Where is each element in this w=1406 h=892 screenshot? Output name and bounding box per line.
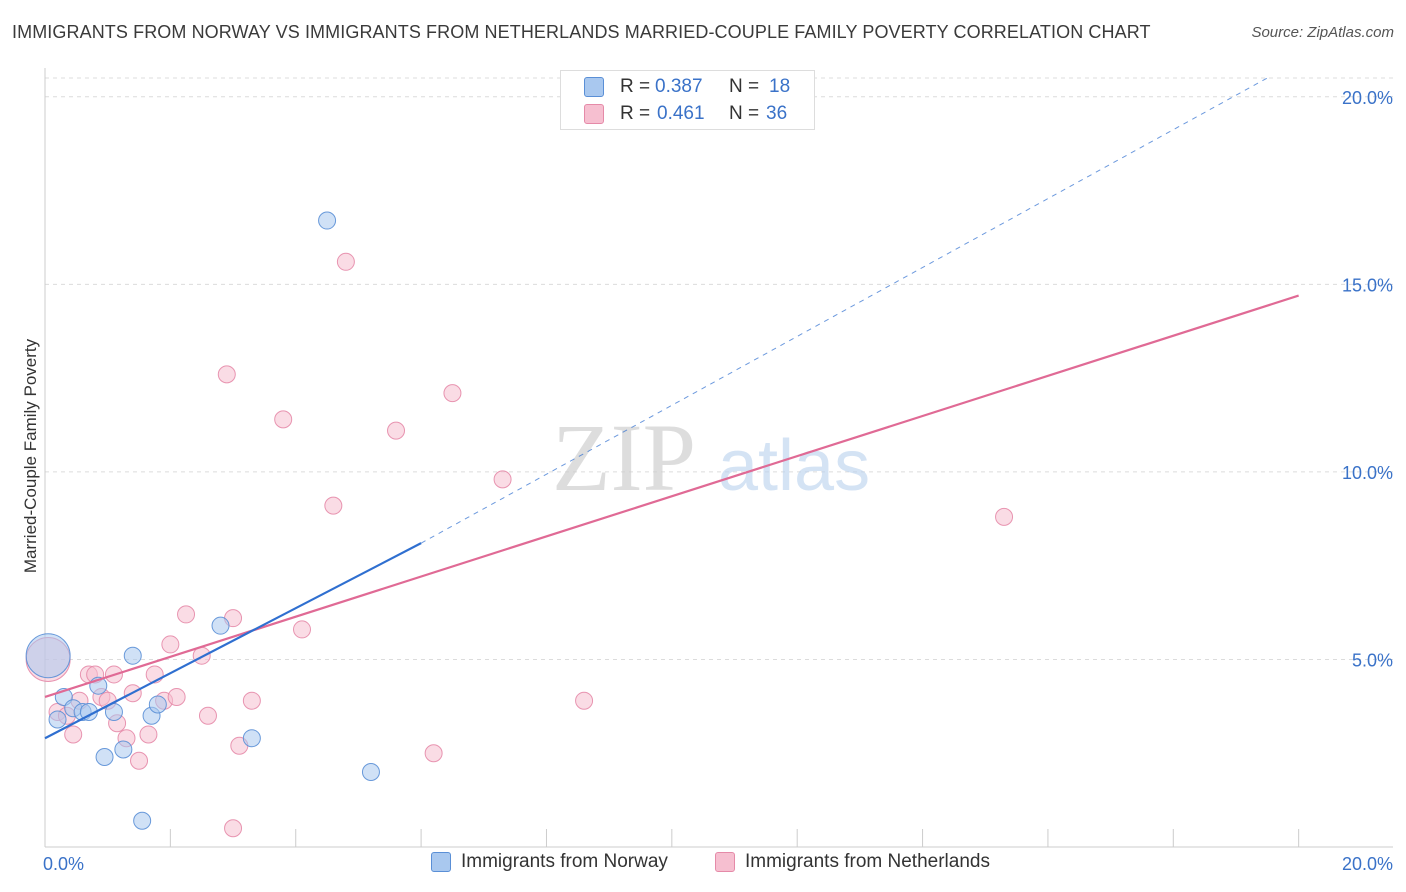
y-tick-label-0: 5.0% [1352,650,1393,670]
norway-trend-extension [420,77,1268,544]
netherlands-point-30 [336,252,355,271]
netherlands-legend-label: Immigrants from Netherlands [745,851,990,872]
y-tick-label-3: 20.0% [1342,88,1393,108]
norway-point-15 [318,211,337,230]
chart-title: IMMIGRANTS FROM NORWAY VS IMMIGRANTS FRO… [12,22,1151,42]
x-tick-label-max: 20.0% [1342,854,1393,874]
netherlands-point-23 [224,819,243,838]
norway-point-12 [148,695,167,714]
norway-trend-line [44,542,422,740]
watermark-zip: ZIP [552,404,696,511]
norway-point-9 [123,646,142,665]
gridlines [45,77,1393,660]
tick-labels: 5.0% 10.0% 15.0% 20.0% 0.0% 20.0% [43,88,1393,874]
watermark-atlas: atlas [718,426,870,506]
netherlands-point-13 [130,751,149,770]
legend-item-norway[interactable]: Immigrants from Norway [431,851,668,873]
netherlands-trend-line [44,294,1299,698]
correlation-legend: R = 0.387 N = 18 R = 0.461 N = 36 [560,70,815,130]
norway-point-13 [211,616,230,635]
watermark: ZIP atlas [552,404,870,511]
netherlands-n-value: 36 [766,103,788,124]
norway-r-label: R = [620,76,651,97]
norway-point-1 [48,710,67,729]
norway-point-0 [25,633,71,679]
axes [44,68,1393,848]
netherlands-r-value: 0.461 [657,103,705,124]
netherlands-n-label: N = [729,103,760,124]
norway-point-16 [361,762,380,781]
norway-legend-label: Immigrants from Norway [461,851,668,872]
netherlands-point-3 [64,725,83,744]
netherlands-point-17 [161,635,180,654]
norway-swatch [584,77,604,97]
y-tick-label-1: 10.0% [1342,463,1393,483]
series-legend: Immigrants from Norway Immigrants from N… [0,851,1406,877]
trend-lines [44,77,1299,740]
norway-legend-swatch [431,852,451,872]
netherlands-point-18 [167,687,186,706]
norway-point-8 [114,740,133,759]
netherlands-point-26 [242,691,261,710]
source-credit: Source: ZipAtlas.com [1251,24,1394,41]
norway-point-14 [242,729,261,748]
netherlands-legend-swatch [715,852,735,872]
netherlands-point-29 [324,496,343,515]
legend-item-netherlands[interactable]: Immigrants from Netherlands [715,851,990,873]
norway-point-10 [133,811,152,830]
netherlands-point-27 [274,410,293,429]
netherlands-point-32 [424,744,443,763]
y-axis-label: Married-Couple Family Poverty [21,338,40,573]
norway-point-6 [95,747,114,766]
netherlands-point-35 [575,691,594,710]
netherlands-point-22 [217,365,236,384]
y-tick-label-2: 15.0% [1342,275,1393,295]
netherlands-r-label: R = [620,103,651,124]
netherlands-point-34 [493,470,512,489]
x-tick-label-min: 0.0% [43,854,84,874]
netherlands-point-14 [139,725,158,744]
netherlands-point-19 [177,605,196,624]
norway-r-value: 0.387 [655,76,703,97]
norway-n-value: 18 [769,76,791,97]
netherlands-swatch [584,104,604,124]
netherlands-point-36 [995,507,1014,526]
netherlands-point-31 [387,421,406,440]
netherlands-point-33 [443,384,462,403]
netherlands-point-21 [198,706,217,725]
netherlands-point-28 [293,620,311,639]
norway-n-label: N = [729,76,760,97]
